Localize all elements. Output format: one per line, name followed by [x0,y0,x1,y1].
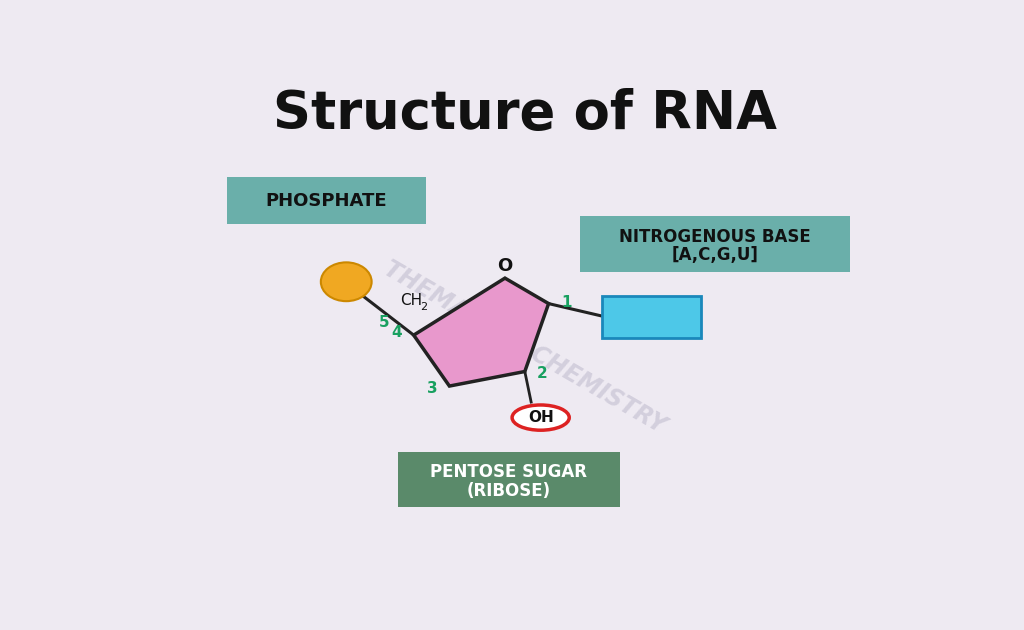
Ellipse shape [512,405,569,430]
Text: 2: 2 [421,302,428,312]
Text: (RIBOSE): (RIBOSE) [467,482,551,500]
FancyBboxPatch shape [227,178,426,224]
Text: 5: 5 [379,315,389,330]
Text: NITROGENOUS BASE: NITROGENOUS BASE [620,227,811,246]
FancyBboxPatch shape [397,452,620,507]
Ellipse shape [321,262,372,301]
Text: Structure of RNA: Structure of RNA [272,88,777,140]
Text: CH: CH [399,293,422,308]
Text: 4: 4 [391,325,401,340]
Polygon shape [414,278,549,386]
Text: OH: OH [527,410,554,425]
Text: 3: 3 [427,381,437,396]
Text: O: O [498,257,513,275]
Text: 2: 2 [537,367,548,381]
Text: THEMASTER CHEMISTRY: THEMASTER CHEMISTRY [380,256,670,438]
Text: PHOSPHATE: PHOSPHATE [265,192,387,210]
Text: [A,C,G,U]: [A,C,G,U] [672,246,759,265]
FancyBboxPatch shape [581,216,850,272]
Text: 1: 1 [561,295,571,310]
Text: PENTOSE SUGAR: PENTOSE SUGAR [430,463,588,481]
FancyBboxPatch shape [602,296,701,338]
